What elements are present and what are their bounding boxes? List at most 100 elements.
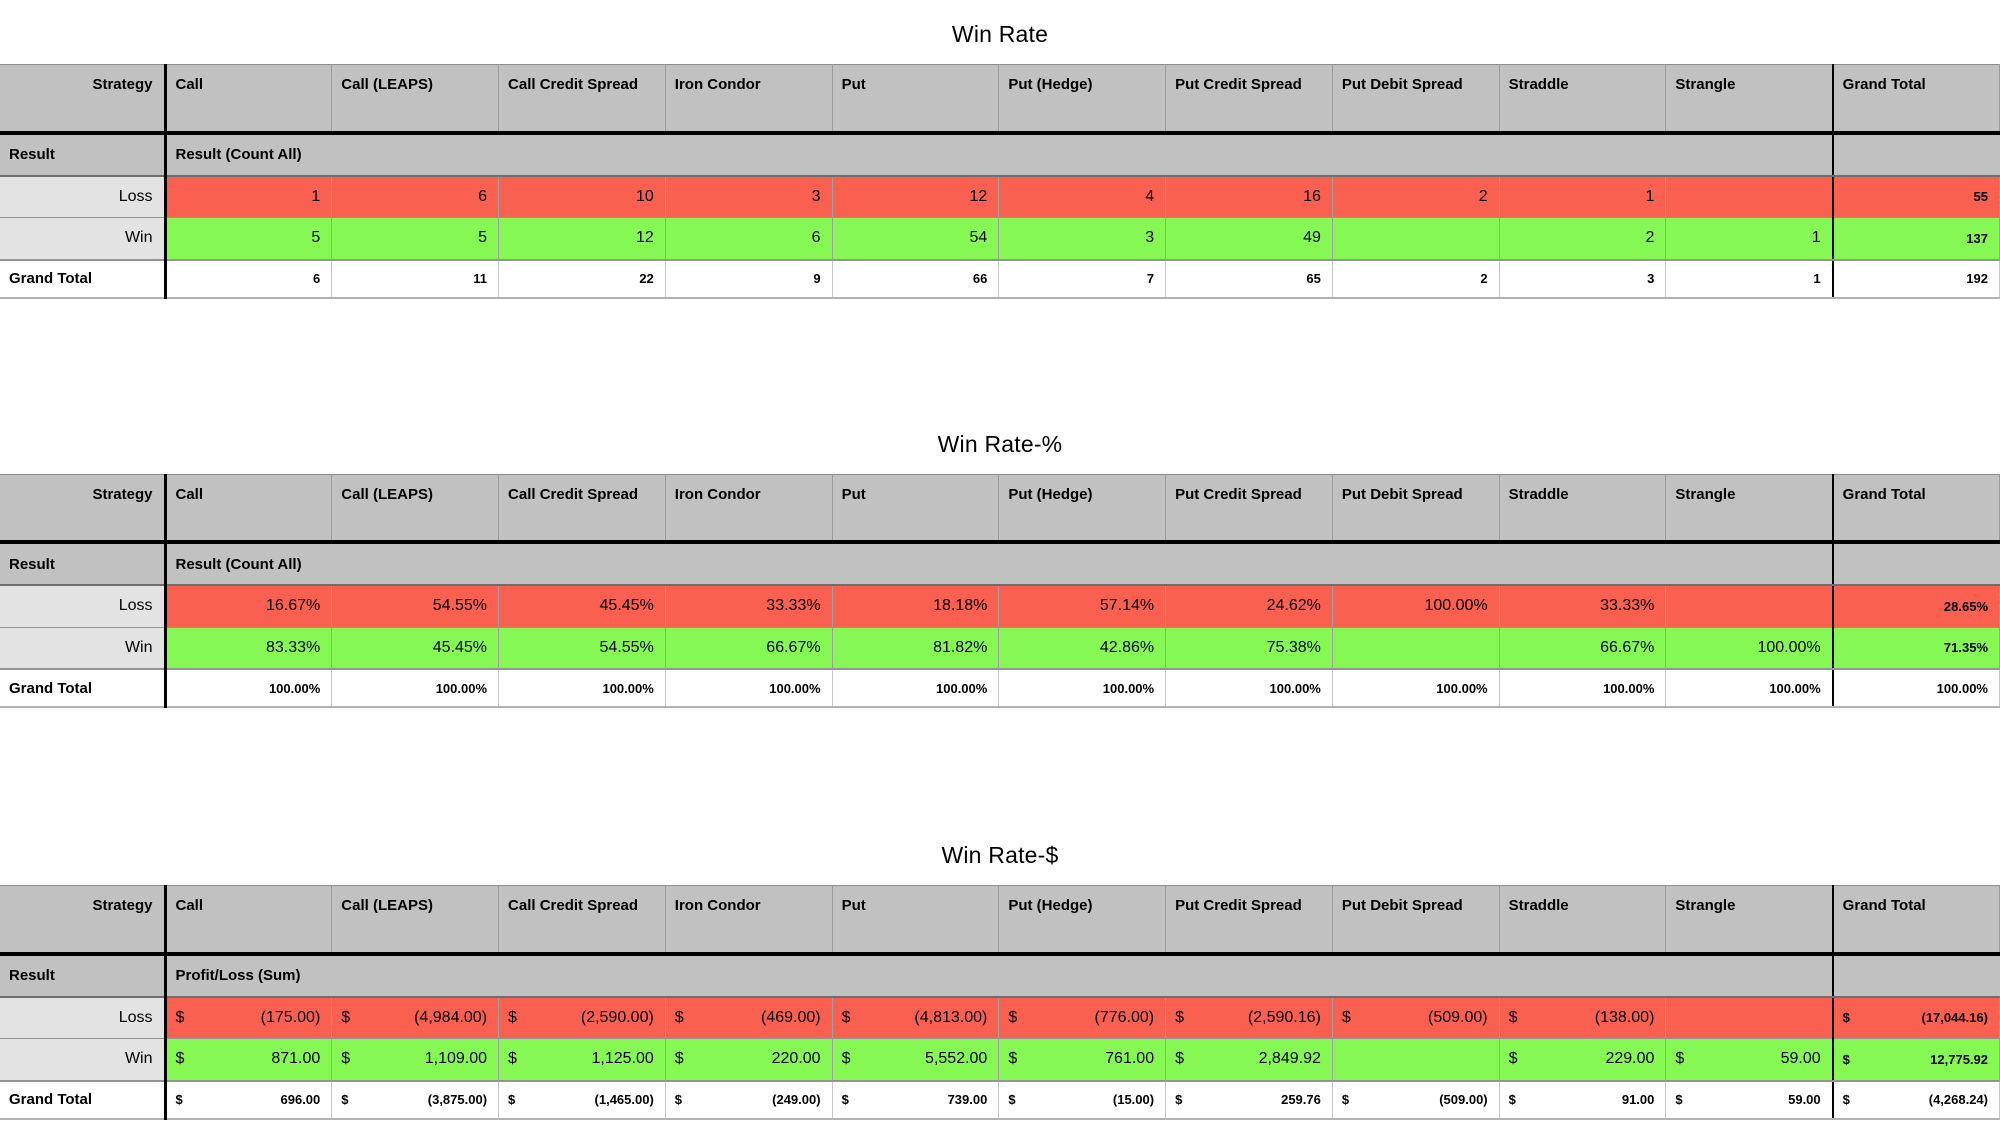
data-cell[interactable]: 24.62% — [1165, 585, 1333, 628]
column-header-strangle[interactable]: Strangle — [1665, 64, 1834, 135]
data-cell[interactable]: 54 — [832, 217, 1000, 261]
column-header-grand-total[interactable]: Grand Total — [1831, 64, 2000, 135]
column-header-call-credit-spread[interactable]: Call Credit Spread — [498, 885, 666, 956]
data-cell[interactable]: 1 — [1499, 175, 1667, 218]
data-cell[interactable]: 100.00% — [832, 669, 1000, 708]
data-cell[interactable]: $ (509.00) — [1332, 996, 1500, 1039]
data-cell[interactable]: $ (776.00) — [998, 996, 1167, 1039]
data-cell[interactable]: $ (4,984.00) — [331, 996, 500, 1039]
result-row-label[interactable]: Result — [0, 132, 167, 177]
grand-total-cell[interactable]: 28.65% — [1831, 585, 2000, 628]
data-cell[interactable]: 3 — [1499, 259, 1667, 299]
column-header-put[interactable]: Put — [832, 64, 1000, 135]
data-cell[interactable]: 2 — [1332, 259, 1500, 299]
data-cell[interactable] — [1665, 996, 1834, 1039]
data-cell[interactable]: 33.33% — [1499, 585, 1667, 628]
column-header-strangle[interactable]: Strangle — [1665, 885, 1834, 956]
data-cell[interactable]: 33.33% — [665, 585, 833, 628]
data-cell[interactable]: $229.00 — [1499, 1038, 1667, 1082]
column-header-put-credit-spread[interactable]: Put Credit Spread — [1165, 64, 1333, 135]
data-cell[interactable]: 100.00% — [998, 669, 1167, 708]
result-grand-total-cell[interactable] — [1831, 953, 2000, 998]
row-label-grand-total[interactable]: Grand Total — [0, 259, 167, 299]
column-header-call-credit-spread[interactable]: Call Credit Spread — [498, 64, 666, 135]
row-label-win[interactable]: Win — [0, 1038, 167, 1082]
row-label-grand-total[interactable]: Grand Total — [0, 1080, 167, 1120]
measure-label[interactable]: Result (Count All) — [165, 132, 1833, 177]
column-header-put-credit-spread[interactable]: Put Credit Spread — [1165, 885, 1333, 956]
data-cell[interactable]: 6 — [165, 259, 333, 299]
data-cell[interactable]: $220.00 — [665, 1038, 833, 1082]
grand-total-cell[interactable]: $ (4,268.24) — [1831, 1080, 2000, 1120]
data-cell[interactable]: $ (175.00) — [165, 996, 333, 1039]
data-cell[interactable]: 100.00% — [1332, 585, 1500, 628]
data-cell[interactable]: $ (2,590.00) — [498, 996, 666, 1039]
data-cell[interactable]: 1 — [165, 175, 333, 218]
data-cell[interactable]: $696.00 — [165, 1080, 333, 1120]
data-cell[interactable]: 66 — [832, 259, 1000, 299]
data-cell[interactable]: $ (3,875.00) — [331, 1080, 500, 1120]
data-cell[interactable]: 49 — [1165, 217, 1333, 261]
data-cell[interactable]: 4 — [998, 175, 1167, 218]
column-header-iron-condor[interactable]: Iron Condor — [665, 885, 833, 956]
data-cell[interactable]: 3 — [998, 217, 1167, 261]
data-cell[interactable] — [1665, 175, 1834, 218]
column-header-call[interactable]: Call — [165, 885, 333, 956]
data-cell[interactable]: $ (15.00) — [998, 1080, 1167, 1120]
data-cell[interactable]: 12 — [498, 217, 666, 261]
data-cell[interactable] — [1332, 1038, 1500, 1082]
column-header-straddle[interactable]: Straddle — [1499, 473, 1667, 544]
data-cell[interactable]: 6 — [665, 217, 833, 261]
data-cell[interactable]: 100.00% — [1499, 669, 1667, 708]
data-cell[interactable]: $59.00 — [1665, 1080, 1834, 1120]
result-grand-total-cell[interactable] — [1831, 542, 2000, 586]
data-cell[interactable]: $739.00 — [832, 1080, 1000, 1120]
row-label-loss[interactable]: Loss — [0, 585, 167, 628]
column-header-grand-total[interactable]: Grand Total — [1831, 885, 2000, 956]
data-cell[interactable]: $ (249.00) — [665, 1080, 833, 1120]
data-cell[interactable]: 45.45% — [498, 585, 666, 628]
grand-total-cell[interactable]: $12,775.92 — [1831, 1038, 2000, 1082]
data-cell[interactable]: $ (138.00) — [1499, 996, 1667, 1039]
column-header-straddle[interactable]: Straddle — [1499, 64, 1667, 135]
result-row-label[interactable]: Result — [0, 953, 167, 998]
row-label-loss[interactable]: Loss — [0, 175, 167, 218]
data-cell[interactable]: 54.55% — [498, 627, 666, 670]
data-cell[interactable]: 3 — [665, 175, 833, 218]
data-cell[interactable]: 5 — [331, 217, 500, 261]
data-cell[interactable]: 100.00% — [331, 669, 500, 708]
column-header-put[interactable]: Put — [832, 885, 1000, 956]
result-grand-total-cell[interactable] — [1831, 132, 2000, 177]
data-cell[interactable]: 9 — [665, 259, 833, 299]
grand-total-cell[interactable]: $ (17,044.16) — [1831, 996, 2000, 1039]
data-cell[interactable]: 81.82% — [832, 627, 1000, 670]
data-cell[interactable]: 5 — [165, 217, 333, 261]
data-cell[interactable]: 100.00% — [1165, 669, 1333, 708]
data-cell[interactable]: $1,109.00 — [331, 1038, 500, 1082]
data-cell[interactable]: 2 — [1332, 175, 1500, 218]
data-cell[interactable]: 7 — [998, 259, 1167, 299]
data-cell[interactable]: 18.18% — [832, 585, 1000, 628]
column-header-call-leaps[interactable]: Call (LEAPS) — [331, 64, 500, 135]
data-cell[interactable]: 12 — [832, 175, 1000, 218]
data-cell[interactable]: $59.00 — [1665, 1038, 1834, 1082]
grand-total-cell[interactable]: 192 — [1831, 259, 2000, 299]
column-header-strategy[interactable]: Strategy — [0, 473, 167, 544]
column-header-strategy[interactable]: Strategy — [0, 885, 167, 956]
data-cell[interactable]: $91.00 — [1499, 1080, 1667, 1120]
data-cell[interactable]: 75.38% — [1165, 627, 1333, 670]
data-cell[interactable]: $5,552.00 — [832, 1038, 1000, 1082]
row-label-win[interactable]: Win — [0, 217, 167, 261]
data-cell[interactable]: 22 — [498, 259, 666, 299]
column-header-put-hedge[interactable]: Put (Hedge) — [998, 473, 1167, 544]
data-cell[interactable] — [1332, 627, 1500, 670]
data-cell[interactable]: 100.00% — [1665, 627, 1834, 670]
data-cell[interactable]: 100.00% — [1332, 669, 1500, 708]
column-header-straddle[interactable]: Straddle — [1499, 885, 1667, 956]
data-cell[interactable]: 1 — [1665, 259, 1834, 299]
column-header-call-credit-spread[interactable]: Call Credit Spread — [498, 473, 666, 544]
column-header-put-debit-spread[interactable]: Put Debit Spread — [1332, 473, 1500, 544]
data-cell[interactable]: $ (1,465.00) — [498, 1080, 666, 1120]
measure-label[interactable]: Profit/Loss (Sum) — [165, 953, 1833, 998]
data-cell[interactable]: $1,125.00 — [498, 1038, 666, 1082]
